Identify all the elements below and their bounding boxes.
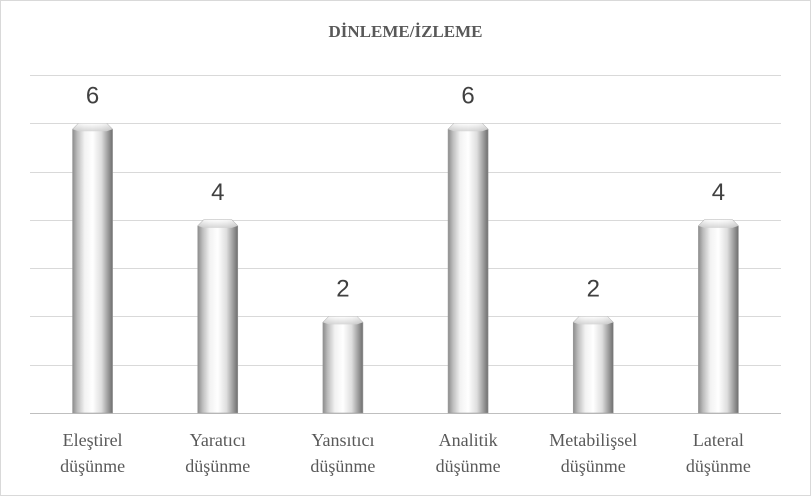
category-label: Eleştirel [63, 430, 123, 450]
data-label: 6 [461, 82, 474, 109]
category-label: düşünme [185, 456, 250, 476]
data-label: 4 [712, 179, 725, 206]
data-label: 2 [587, 275, 600, 302]
bar-body [197, 219, 239, 414]
category-label: düşünme [60, 456, 125, 476]
bar [197, 219, 239, 414]
bar [322, 316, 364, 414]
category-label: düşünme [436, 456, 501, 476]
category-label: düşünme [310, 456, 375, 476]
bar [572, 316, 614, 414]
data-label: 2 [336, 275, 349, 302]
category-label: Analitik [439, 430, 498, 450]
bar [698, 219, 739, 414]
bar-bevel [197, 219, 238, 228]
category-label: Metabilişsel [549, 430, 637, 450]
bar-body [322, 316, 364, 414]
data-label: 4 [211, 179, 224, 206]
category-label: Lateral [693, 430, 744, 450]
category-label: Yaratıcı [190, 430, 246, 450]
bar-bevel [322, 316, 363, 325]
bar-bevel [448, 123, 489, 132]
bar-body [447, 122, 489, 414]
bar-body [72, 122, 113, 414]
bar-body [572, 316, 614, 414]
category-label: düşünme [561, 456, 626, 476]
bar [447, 122, 489, 414]
category-label: düşünme [686, 456, 751, 476]
category-label: Yansıtıcı [311, 430, 374, 450]
data-label: 6 [86, 82, 99, 109]
bar-bevel [698, 219, 739, 228]
chart-title: DİNLEME/İZLEME [328, 22, 483, 41]
bar-bevel [573, 316, 614, 325]
bar-bevel [72, 123, 113, 132]
bar [72, 122, 113, 414]
bar-body [698, 219, 739, 414]
